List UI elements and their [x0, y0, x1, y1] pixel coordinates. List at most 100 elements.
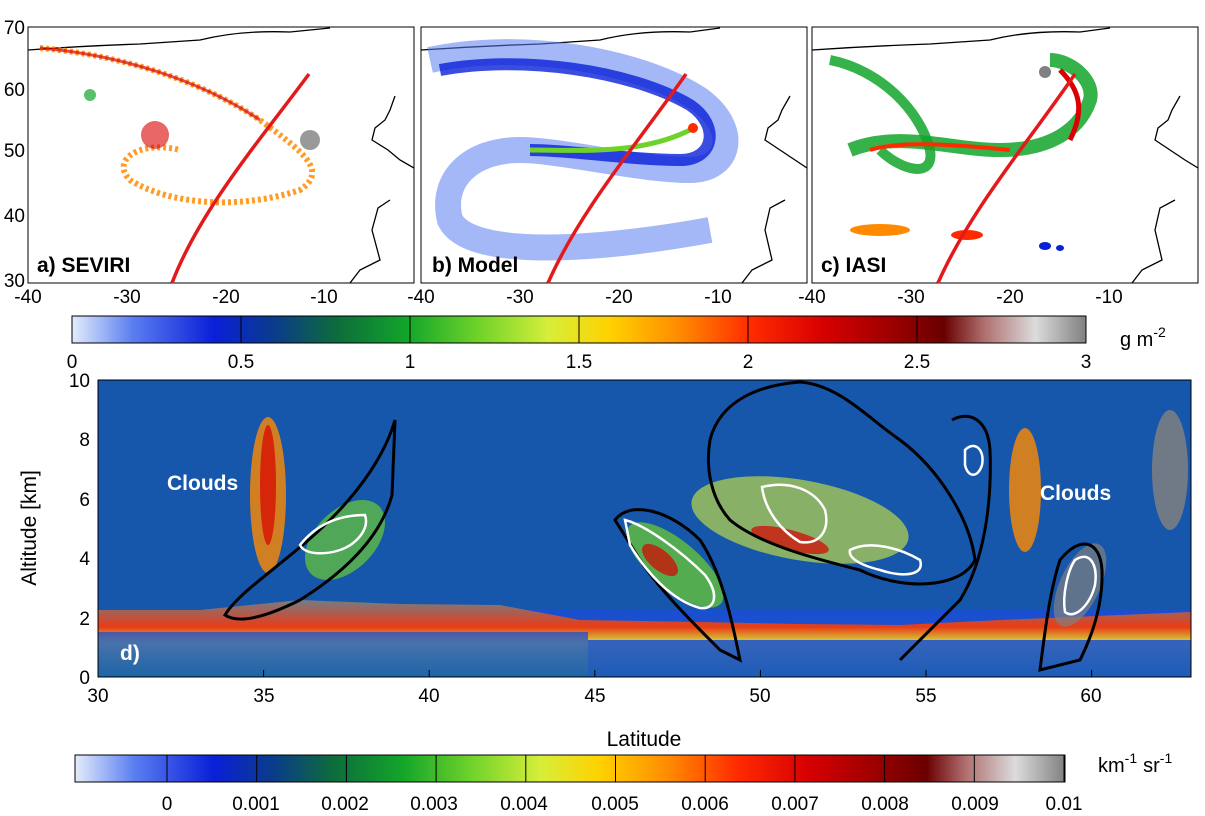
contour-black-4 — [898, 414, 992, 662]
coastline-c-europe — [1131, 95, 1198, 283]
ash-blob-a2 — [300, 130, 320, 150]
ash-layer-2-core — [641, 543, 679, 577]
contour-white-5 — [963, 444, 984, 476]
iasi-grey-patch — [1039, 66, 1051, 78]
cloud-column-far-right — [1152, 410, 1188, 530]
contour-white-4 — [848, 544, 922, 576]
panel-d-ytick-10: 10 — [69, 371, 90, 392]
panel-a-x-ticks: -40 -30 -20 -10 — [14, 287, 337, 308]
ash-blob-a3 — [84, 89, 96, 101]
cb-bot-label-10: 0.01 — [1046, 794, 1083, 815]
cloud-column-right — [1009, 428, 1041, 552]
cb-bot-label-5: 0.005 — [591, 794, 639, 815]
panel-a-label: a) SEVIRI — [37, 254, 130, 277]
iasi-plume-3 — [869, 142, 1011, 152]
clouds-label-left: Clouds — [167, 472, 238, 495]
model-hotspot — [688, 123, 698, 133]
cb-bot-label-7: 0.007 — [771, 794, 819, 815]
colorbar-bottom-unit-sr: sr — [1143, 755, 1160, 777]
contour-white-6 — [1063, 555, 1097, 616]
ash-blob-a1 — [141, 121, 169, 149]
ash-layer-3-core — [751, 525, 829, 555]
panel-b-xtick-2: -20 — [605, 287, 632, 308]
cb-top-label-5: 2.5 — [904, 352, 930, 373]
cb-top-label-1: 0.5 — [228, 352, 254, 373]
colorbar-bottom: 0 0.001 0.002 0.003 0.004 0.005 0.006 0.… — [74, 750, 1172, 815]
panel-d-x-tick-labels: 30 35 40 45 50 55 60 — [87, 686, 1101, 707]
panel-a-seviri: a) SEVIRI -40 -30 -20 -10 70 60 50 40 30 — [4, 18, 415, 308]
ash-plume-a — [39, 45, 316, 206]
panel-b-label: b) Model — [432, 254, 518, 277]
colorbar-bottom-unit-km: km — [1098, 755, 1125, 777]
contour-white-2 — [623, 518, 716, 610]
colorbar-top-unit-base: g m — [1120, 329, 1153, 351]
colorbar-bottom-unit-km-exp: -1 — [1125, 750, 1138, 766]
panel-b-xtick-0: -40 — [407, 287, 434, 308]
panel-c-iasi: c) IASI -40 -30 -20 -10 — [798, 26, 1199, 308]
iasi-blob-3 — [1039, 242, 1051, 250]
cb-bot-label-4: 0.004 — [500, 794, 548, 815]
panel-c-xtick-1: -30 — [897, 287, 924, 308]
colorbar-bottom-bar — [74, 754, 1066, 783]
panel-a-ytick-30: 30 — [4, 271, 25, 292]
iasi-blob-4 — [1056, 245, 1064, 251]
cb-bot-label-9: 0.009 — [951, 794, 999, 815]
panel-a-plot-area — [27, 26, 415, 284]
panel-c-xtick-0: -40 — [798, 287, 825, 308]
model-plume-core — [529, 127, 692, 153]
cb-top-label-4: 2 — [743, 352, 754, 373]
ash-layer-3 — [691, 476, 909, 564]
panel-c-label: c) IASI — [821, 254, 886, 277]
panel-d-xtick-50: 50 — [749, 686, 770, 707]
panel-a-ytick-40: 40 — [4, 206, 25, 227]
colorbar-top: 0 0.5 1 1.5 2 2.5 3 g m-2 — [67, 315, 1166, 373]
panel-a-y-ticks: 70 60 50 40 30 — [4, 18, 25, 292]
panel-d-xtick-45: 45 — [584, 686, 605, 707]
cb-bot-label-3: 0.003 — [410, 794, 458, 815]
panel-a-ytick-50: 50 — [4, 141, 25, 162]
iasi-plume-4 — [1058, 68, 1082, 142]
panel-d-ytick-0: 0 — [79, 668, 90, 689]
panel-a-xtick-0: -40 — [14, 287, 41, 308]
panel-d-ytick-2: 2 — [79, 609, 90, 630]
contour-black-2 — [613, 508, 743, 663]
cb-top-label-2: 1 — [405, 352, 416, 373]
coastline-b-europe — [741, 95, 807, 283]
panel-b-model: b) Model -40 -30 -20 -10 — [407, 26, 808, 308]
panel-d-y-tick-labels: 10 8 6 4 2 0 — [69, 371, 91, 689]
panel-a-xtick-2: -20 — [212, 287, 239, 308]
cloud-column-left-core — [260, 425, 276, 545]
panel-b-x-ticks: -40 -30 -20 -10 — [407, 287, 731, 308]
panel-d-ytick-8: 8 — [79, 430, 90, 451]
contour-white-3 — [760, 483, 828, 544]
colorbar-top-labels: 0 0.5 1 1.5 2 2.5 3 — [67, 352, 1092, 373]
contour-black-1 — [222, 419, 397, 621]
cb-top-label-3: 1.5 — [566, 352, 592, 373]
coastline-a-europe — [349, 95, 414, 283]
clouds-label-right: Clouds — [1040, 482, 1111, 505]
panel-d-xtick-40: 40 — [418, 686, 439, 707]
colorbar-top-unit: g m-2 — [1120, 324, 1166, 351]
contour-white-1 — [298, 513, 368, 555]
panel-c-x-ticks: -40 -30 -20 -10 — [798, 287, 1122, 308]
model-plume-mid — [438, 58, 716, 167]
cb-top-label-0: 0 — [67, 352, 78, 373]
iasi-blob-1 — [850, 224, 910, 236]
cb-top-label-6: 3 — [1081, 352, 1092, 373]
calipso-track-c — [936, 73, 1077, 284]
cb-bot-label-0: 0 — [162, 794, 173, 815]
coastline-c — [812, 27, 1111, 51]
calipso-track-b — [546, 72, 688, 284]
cb-bot-label-2: 0.002 — [321, 794, 369, 815]
panel-d-xtick-55: 55 — [915, 686, 936, 707]
panel-d-ytick-6: 6 — [79, 490, 90, 511]
panel-c-xtick-3: -10 — [1095, 287, 1122, 308]
panel-d-label: d) — [120, 642, 140, 665]
panel-d-xtick-30: 30 — [87, 686, 108, 707]
curtain-surface-blue-left — [98, 632, 588, 677]
panel-c-xtick-2: -20 — [996, 287, 1023, 308]
colorbar-bottom-tick-marks — [166, 755, 1065, 782]
contour-black-3 — [706, 380, 977, 586]
panel-a-ytick-70: 70 — [4, 18, 25, 39]
ash-plume-a-core — [39, 46, 261, 122]
